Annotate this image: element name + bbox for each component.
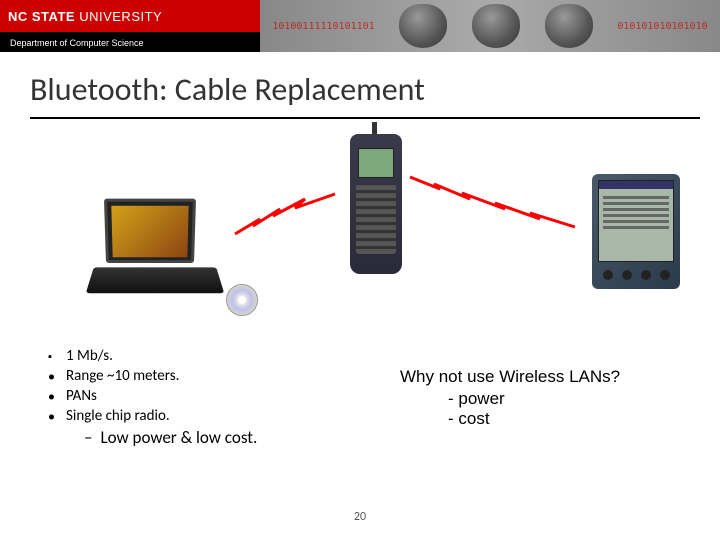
slide-title: Bluetooth: Cable Replacement [0, 52, 720, 117]
bullet-item: Range ~10 meters. [48, 367, 400, 385]
laptop-icon [90, 199, 240, 309]
wolf-icon [545, 4, 593, 48]
wolf-icon [399, 4, 447, 48]
why-box: Why not use Wireless LANs? - power - cos… [400, 347, 690, 448]
pda-icon [592, 174, 680, 289]
signal-bolt-icon [410, 177, 580, 237]
signal-bolt-icon [235, 194, 345, 249]
diagram-area [40, 139, 680, 339]
why-answer: - power [400, 389, 690, 409]
binary-text-left: 10100111110101101 [272, 21, 374, 32]
wolf-icon [472, 4, 520, 48]
decorative-strip: 10100111110101101 010101010101010 [260, 0, 720, 52]
university-logo: NC STATE UNIVERSITY [8, 9, 162, 24]
why-question: Why not use Wireless LANs? [400, 367, 690, 387]
bullet-item: PANs [48, 387, 400, 405]
bullet-list: 1 Mb/s. Range ~10 meters. PANs Single ch… [48, 347, 400, 448]
cd-icon [226, 284, 258, 316]
content-row: 1 Mb/s. Range ~10 meters. PANs Single ch… [0, 339, 720, 448]
title-underline [30, 117, 700, 119]
bullet-item: 1 Mb/s. [48, 347, 400, 365]
department-label: Department of Computer Science [10, 38, 144, 48]
page-number: 20 [354, 510, 366, 524]
header: NC STATE UNIVERSITY Department of Comput… [0, 0, 720, 52]
why-answer: - cost [400, 409, 690, 429]
bullet-item: Single chip radio. [48, 407, 400, 425]
sub-bullet-item: Low power & low cost. [48, 427, 400, 448]
binary-text-right: 010101010101010 [617, 21, 707, 32]
mobile-phone-icon [350, 134, 402, 274]
